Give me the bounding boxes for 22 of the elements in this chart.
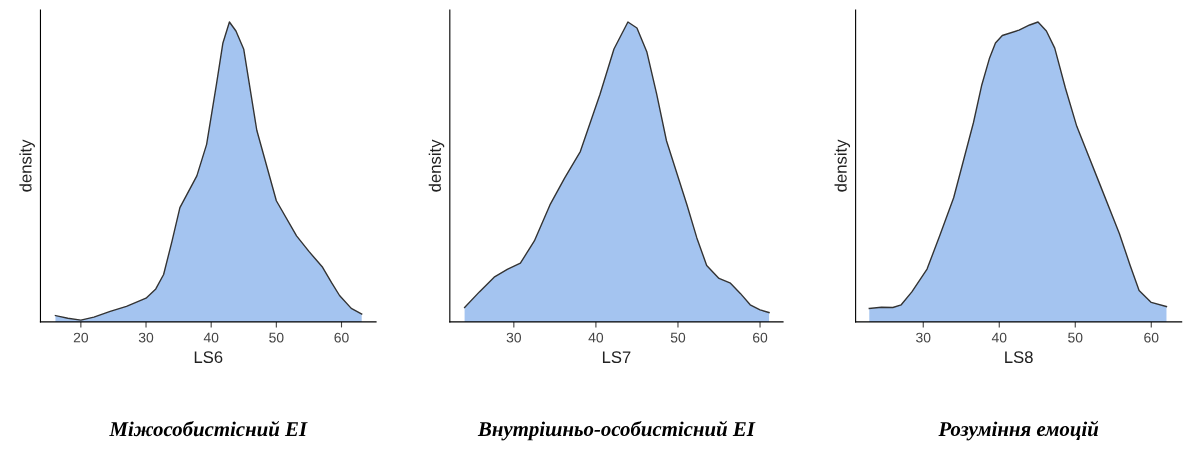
x-tick-label: 20 bbox=[73, 332, 89, 343]
x-tick-label: 50 bbox=[670, 332, 686, 343]
x-tick-label: 30 bbox=[138, 332, 154, 343]
y-axis-title: density bbox=[19, 139, 35, 192]
x-tick-label: 40 bbox=[991, 332, 1007, 343]
x-tick-label: 50 bbox=[1068, 332, 1083, 343]
y-axis-title: density bbox=[428, 139, 445, 192]
y-axis-title: density bbox=[834, 139, 851, 192]
x-tick-label: 50 bbox=[269, 332, 284, 343]
x-tick-label: 40 bbox=[203, 332, 219, 343]
text: Внутрішньо-особистісний EI bbox=[477, 420, 756, 441]
text: Розуміння емоцій bbox=[938, 420, 1099, 441]
x-tick-label: 60 bbox=[1144, 332, 1159, 343]
x-axis-title: LS6 bbox=[194, 351, 223, 364]
x-tick-label: 60 bbox=[334, 332, 349, 343]
x-axis-title: LS8 bbox=[1005, 351, 1033, 364]
x-tick-label: 60 bbox=[753, 332, 768, 343]
x-tick-label: 40 bbox=[588, 332, 604, 343]
x-axis-title: LS7 bbox=[602, 351, 631, 364]
text: Міжособистісний EI bbox=[109, 420, 308, 437]
x-tick-label: 30 bbox=[916, 332, 931, 343]
x-tick-label: 30 bbox=[506, 332, 522, 343]
